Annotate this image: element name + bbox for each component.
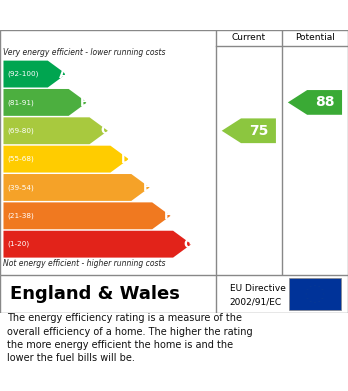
Polygon shape bbox=[3, 203, 171, 229]
Text: Very energy efficient - lower running costs: Very energy efficient - lower running co… bbox=[3, 48, 166, 57]
Text: G: G bbox=[183, 238, 194, 251]
Polygon shape bbox=[3, 231, 191, 258]
Text: (21-38): (21-38) bbox=[8, 213, 34, 219]
Text: E: E bbox=[143, 181, 151, 194]
Text: EU Directive: EU Directive bbox=[230, 284, 286, 293]
Text: (1-20): (1-20) bbox=[8, 241, 30, 248]
Text: 88: 88 bbox=[315, 95, 334, 109]
Text: 2002/91/EC: 2002/91/EC bbox=[230, 297, 282, 306]
Text: England & Wales: England & Wales bbox=[10, 285, 180, 303]
Bar bbox=[289, 278, 341, 310]
Text: (55-68): (55-68) bbox=[8, 156, 34, 162]
Text: (39-54): (39-54) bbox=[8, 184, 34, 191]
Text: Not energy efficient - higher running costs: Not energy efficient - higher running co… bbox=[3, 260, 166, 269]
Text: Potential: Potential bbox=[295, 34, 335, 43]
Polygon shape bbox=[288, 90, 342, 115]
Text: Energy Efficiency Rating: Energy Efficiency Rating bbox=[10, 7, 220, 23]
Polygon shape bbox=[3, 89, 87, 116]
Text: B: B bbox=[79, 96, 89, 109]
Text: A: A bbox=[58, 68, 68, 81]
Text: F: F bbox=[164, 209, 172, 222]
Text: The energy efficiency rating is a measure of the
overall efficiency of a home. T: The energy efficiency rating is a measur… bbox=[7, 313, 253, 363]
Text: C: C bbox=[101, 124, 110, 137]
Text: Current: Current bbox=[232, 34, 266, 43]
Text: (92-100): (92-100) bbox=[8, 71, 39, 77]
Polygon shape bbox=[222, 118, 276, 143]
Text: (81-91): (81-91) bbox=[8, 99, 34, 106]
Polygon shape bbox=[3, 61, 66, 88]
Text: (69-80): (69-80) bbox=[8, 127, 34, 134]
Polygon shape bbox=[3, 174, 150, 201]
Polygon shape bbox=[3, 117, 108, 144]
Text: 75: 75 bbox=[249, 124, 268, 138]
Polygon shape bbox=[3, 146, 129, 172]
Text: D: D bbox=[121, 152, 131, 166]
